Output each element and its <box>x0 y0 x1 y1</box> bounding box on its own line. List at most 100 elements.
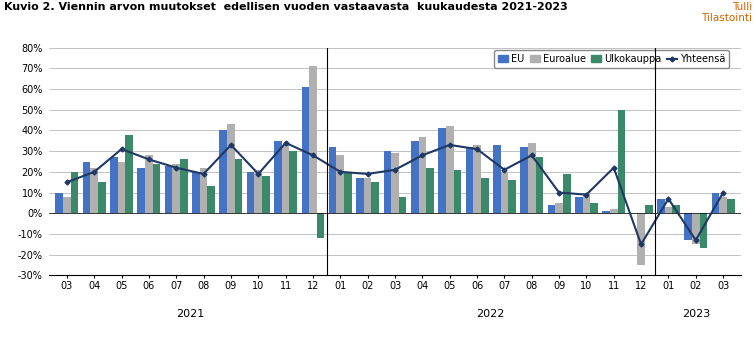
Bar <box>262 176 270 213</box>
Bar <box>207 186 215 213</box>
Yhteensä <box>308 153 318 157</box>
Yhteensä <box>637 242 646 246</box>
Yhteensä <box>718 190 727 194</box>
Bar <box>438 129 446 213</box>
Bar <box>528 143 535 213</box>
Bar <box>371 182 380 213</box>
Text: 2022: 2022 <box>476 309 505 319</box>
Bar <box>618 110 625 213</box>
Bar <box>219 131 227 213</box>
Bar <box>508 180 516 213</box>
Bar <box>290 151 297 213</box>
Yhteensä <box>500 168 509 172</box>
Bar <box>153 164 160 213</box>
Yhteensä <box>391 168 400 172</box>
Yhteensä <box>199 172 208 176</box>
Yhteensä <box>117 147 126 151</box>
Bar <box>547 205 555 213</box>
Yhteensä <box>609 166 618 170</box>
Bar <box>657 199 665 213</box>
Bar <box>255 170 262 213</box>
Bar <box>727 199 735 213</box>
Yhteensä <box>527 153 536 157</box>
Bar <box>575 197 583 213</box>
Bar <box>590 203 598 213</box>
Bar <box>535 157 544 213</box>
Bar <box>645 205 652 213</box>
Bar <box>665 207 672 213</box>
Bar <box>274 141 282 213</box>
Bar <box>125 135 133 213</box>
Bar <box>165 166 172 213</box>
Bar <box>637 213 645 265</box>
Yhteensä <box>445 143 454 147</box>
Bar <box>481 178 488 213</box>
Text: Tulli
Tilastointi: Tulli Tilastointi <box>702 2 752 23</box>
Bar <box>500 172 508 213</box>
Bar <box>520 147 528 213</box>
Yhteensä <box>281 141 290 145</box>
Bar <box>246 172 255 213</box>
Bar <box>411 141 419 213</box>
Yhteensä <box>144 157 153 162</box>
Yhteensä <box>172 166 181 170</box>
Bar <box>610 209 618 213</box>
Yhteensä <box>363 172 372 176</box>
Bar <box>82 162 91 213</box>
Yhteensä <box>418 153 427 157</box>
Bar <box>699 213 708 249</box>
Bar <box>684 213 692 240</box>
Bar <box>63 197 71 213</box>
Bar <box>466 147 473 213</box>
Yhteensä <box>582 192 591 197</box>
Bar <box>426 168 434 213</box>
Bar <box>145 155 153 213</box>
Bar <box>336 155 344 213</box>
Bar <box>719 197 727 213</box>
Bar <box>71 172 79 213</box>
Text: 2023: 2023 <box>682 309 710 319</box>
Yhteensä <box>227 143 236 147</box>
Bar <box>446 126 454 213</box>
Bar <box>180 159 187 213</box>
Yhteensä <box>63 180 72 184</box>
Bar <box>138 168 145 213</box>
Bar <box>329 147 336 213</box>
Bar <box>473 145 481 213</box>
Bar <box>555 203 563 213</box>
Bar <box>603 211 610 213</box>
Bar <box>282 145 290 213</box>
Bar <box>583 192 590 213</box>
Bar <box>200 168 207 213</box>
Line: Yhteensä: Yhteensä <box>65 141 725 246</box>
Bar <box>309 66 317 213</box>
Bar <box>192 172 200 213</box>
Bar <box>711 192 719 213</box>
Bar <box>383 151 391 213</box>
Text: 2021: 2021 <box>176 309 204 319</box>
Bar <box>118 162 125 213</box>
Bar <box>98 182 106 213</box>
Bar <box>391 153 399 213</box>
Yhteensä <box>554 190 563 194</box>
Bar <box>493 145 500 213</box>
Bar <box>399 197 407 213</box>
Yhteensä <box>90 170 99 174</box>
Bar <box>563 174 571 213</box>
Bar <box>235 159 243 213</box>
Bar <box>344 172 352 213</box>
Yhteensä <box>472 147 482 151</box>
Legend: EU, Euroalue, Ulkokauppa, Yhteensä: EU, Euroalue, Ulkokauppa, Yhteensä <box>494 50 729 68</box>
Yhteensä <box>691 238 700 242</box>
Bar <box>454 170 461 213</box>
Bar <box>91 168 98 213</box>
Bar <box>419 137 426 213</box>
Bar <box>302 87 309 213</box>
Bar <box>364 178 371 213</box>
Bar <box>227 124 235 213</box>
Bar <box>672 205 680 213</box>
Yhteensä <box>336 170 345 174</box>
Yhteensä <box>254 172 263 176</box>
Text: Kuvio 2. Viennin arvon muutokset  edellisen vuoden vastaavasta  kuukaudesta 2021: Kuvio 2. Viennin arvon muutokset edellis… <box>4 2 568 12</box>
Bar <box>356 178 364 213</box>
